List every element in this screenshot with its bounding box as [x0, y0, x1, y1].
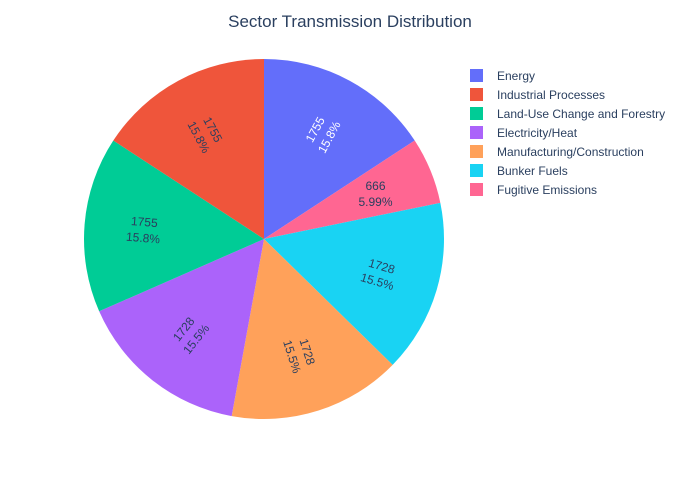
- pie-slice[interactable]: [264, 140, 441, 239]
- legend-label: Land-Use Change and Forestry: [497, 106, 666, 121]
- legend-item[interactable]: Industrial Processes: [470, 85, 665, 104]
- pie-slice[interactable]: [83, 140, 264, 312]
- legend-label: Fugitive Emissions: [497, 182, 598, 197]
- legend-swatch: [470, 126, 483, 139]
- legend-item[interactable]: Energy: [470, 66, 665, 85]
- legend-item[interactable]: Electricity/Heat: [470, 123, 665, 142]
- legend-swatch: [470, 183, 483, 196]
- slice-value-label: 666: [366, 179, 386, 193]
- pie-slice[interactable]: [264, 202, 444, 365]
- pie-slice[interactable]: [231, 239, 393, 419]
- legend-item[interactable]: Manufacturing/Construction: [470, 142, 665, 161]
- legend-swatch: [470, 69, 483, 82]
- legend-label: Manufacturing/Construction: [497, 144, 644, 159]
- legend-item[interactable]: Fugitive Emissions: [470, 180, 665, 199]
- legend-swatch: [470, 88, 483, 101]
- legend: Energy Industrial Processes Land-Use Chang…: [470, 66, 665, 199]
- legend-swatch: [470, 164, 483, 177]
- legend-label: Bunker Fuels: [497, 163, 568, 178]
- pie-slice[interactable]: [113, 59, 264, 239]
- legend-swatch: [470, 145, 483, 158]
- pie-slice[interactable]: [264, 59, 415, 239]
- pie-slice[interactable]: [99, 239, 264, 417]
- legend-label: Industrial Processes: [497, 87, 606, 102]
- legend-swatch: [470, 107, 483, 120]
- slice-label: 666 5.99%: [359, 179, 393, 209]
- slice-value-label: 1755: [131, 214, 159, 230]
- chart-title: Sector Transmission Distribution: [228, 12, 472, 31]
- slice-percent-label: 15.8%: [126, 230, 161, 247]
- legend-item[interactable]: Bunker Fuels: [470, 161, 665, 180]
- slice-percent-label: 5.99%: [359, 195, 393, 209]
- legend-item[interactable]: Land-Use Change and Forestry: [470, 104, 665, 123]
- legend-label: Electricity/Heat: [497, 125, 578, 140]
- legend-label: Energy: [497, 68, 536, 83]
